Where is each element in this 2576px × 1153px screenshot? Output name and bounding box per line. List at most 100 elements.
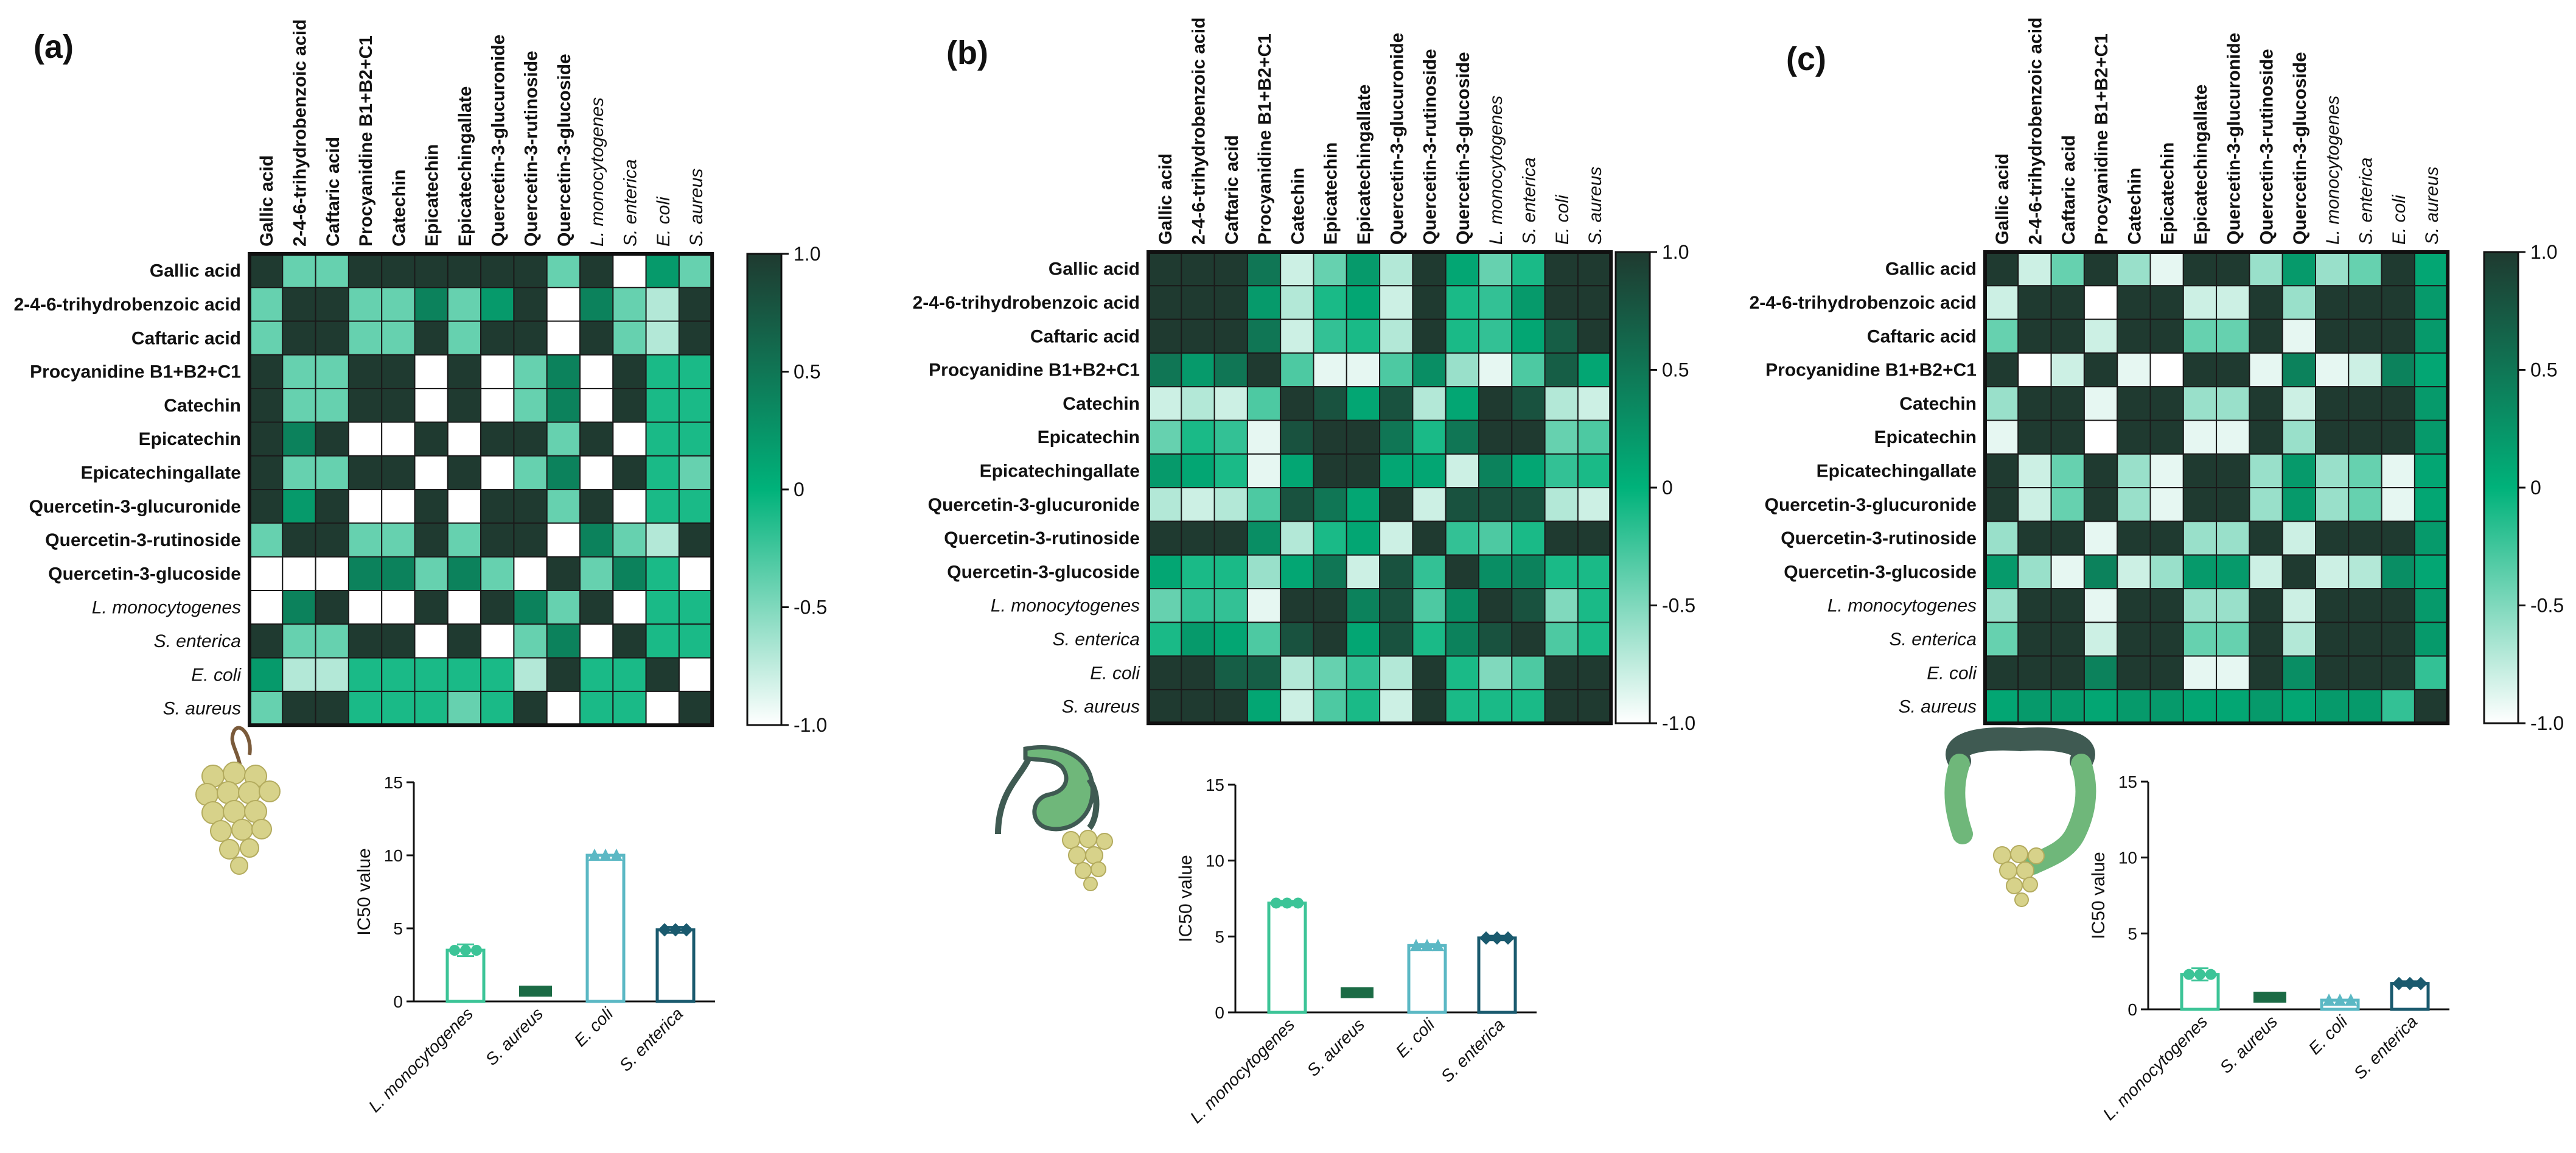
heatmap-cell [1181,419,1215,455]
heatmap-cell [2249,386,2283,421]
heatmap-cell [513,455,548,491]
heatmap-cell [1544,655,1579,690]
heatmap-cell [2249,689,2283,724]
heatmap-cell [480,690,515,726]
heatmap-cell [1181,588,1215,623]
heatmap-cell [1379,419,1414,455]
heatmap-cell [1478,554,1513,590]
heatmap-cell [1379,520,1414,556]
heatmap-cell [1445,453,1479,489]
heatmap-cell [1445,655,1479,690]
row-label: Quercetin-3-glucoside [1784,562,1977,582]
heatmap-cell [2182,622,2218,657]
heatmap-cell [381,489,416,524]
heatmap-frame [1983,250,2450,726]
y-tick-label: 15 [1206,776,1224,794]
heatmap-cell [2117,352,2151,388]
heatmap-cell [347,623,383,659]
heatmap-cell [1280,251,1314,287]
column-label: S. enterica [620,159,640,247]
replicate-point [449,945,460,956]
heatmap-cell [1181,285,1215,320]
heatmap-cell [2381,655,2415,690]
replicate-point [2334,994,2346,1006]
heatmap-cell [414,354,449,390]
heatmap-cell [2149,419,2184,455]
heatmap-cell [579,253,614,289]
heatmap-cell [480,287,515,322]
heatmap-cell [2216,386,2250,421]
heatmap-cell [480,657,515,692]
heatmap-cell [2281,622,2316,657]
heatmap-cell [447,287,482,322]
heatmap-cell [513,388,548,423]
heatmap-cell [1148,689,1182,724]
heatmap-cell [1346,318,1381,354]
heatmap-cell [1412,622,1447,657]
heatmap-cell [2381,689,2415,724]
row-label: Gallic acid [150,261,241,281]
heatmap-cell [579,421,614,457]
heatmap-cell [1511,251,1546,287]
heatmap-cell [1412,554,1447,590]
heatmap-cell [414,421,449,457]
heatmap-cell [1511,453,1546,489]
heatmap-cell [1412,588,1447,623]
replicate-point [2403,976,2417,990]
heatmap-cell [1511,386,1546,421]
column-label: S. aureus [2422,167,2442,245]
heatmap-cell [2315,386,2350,421]
heatmap-cell [678,522,713,558]
column-label: Caftaric acid [323,137,343,247]
replicate-point [1293,897,1304,909]
heatmap-cell [249,455,284,491]
row-label: Epicatechin [139,429,241,449]
heatmap-cell [1346,622,1381,657]
heatmap-cell [1148,352,1182,388]
heatmap-cell [2348,318,2382,354]
heatmap-cell [546,522,581,558]
heatmap-cell [315,556,349,592]
heatmap-cell [2149,453,2184,489]
heatmap-cell [1246,386,1282,421]
column-label: Epicatechin [2158,142,2178,245]
heatmap-cell [2414,386,2449,421]
x-category-label: S. enterica [1437,1015,1509,1086]
heatmap-cell [645,354,680,390]
heatmap-cell [447,354,482,390]
replicate-point [1352,987,1363,998]
row-label: Catechin [1063,394,1140,414]
heatmap-cell [1213,520,1248,556]
heatmap-cell [2348,622,2382,657]
heatmap-cell [315,253,349,289]
heatmap-cell [2315,554,2350,590]
heatmap-cell [2117,588,2151,623]
heatmap-cell [1213,419,1248,455]
heatmap-cell [612,556,647,592]
heatmap-cell [2149,251,2184,287]
heatmap-cell [2216,419,2250,455]
heatmap-cell [612,388,647,423]
heatmap-cell [381,455,416,491]
heatmap-cell [2050,318,2085,354]
heatmap-cell [1577,453,1612,489]
heatmap-cell [2050,554,2085,590]
heatmap-cell [2315,318,2350,354]
heatmap-cell [1346,285,1381,320]
heatmap-cell [1181,487,1215,522]
heatmap-cell [315,489,349,524]
heatmap-cell [2414,453,2449,489]
colorbar-tick-label: 0 [1662,477,1673,499]
heatmap-cell [282,623,316,659]
heatmap-cell [2216,554,2250,590]
heatmap-cell [315,388,349,423]
colorbar-tick-label: 1.0 [794,243,820,265]
heatmap-cell [1280,520,1314,556]
column-label: 2-4-6-trihydrobenzoic acid [2025,18,2045,245]
heatmap-cell [1511,419,1546,455]
heatmap-cell [1478,352,1513,388]
heatmap-cell [2281,487,2316,522]
heatmap-cell [1984,318,2019,354]
heatmap-cell [1246,554,1282,590]
heatmap-cell [2414,520,2449,556]
